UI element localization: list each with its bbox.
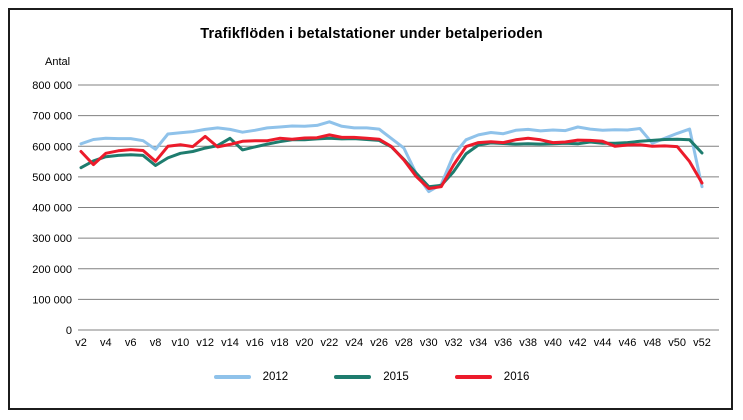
legend-item-2015: 2015 <box>334 371 409 383</box>
legend: 2012 2015 2016 <box>0 371 743 383</box>
x-tick-label: v2 <box>75 337 87 349</box>
series-line-2012 <box>79 120 704 194</box>
x-tick-label: v6 <box>125 337 137 349</box>
y-tick-label: 0 <box>66 325 72 337</box>
y-tick-label: 400 000 <box>32 203 72 215</box>
legend-swatch-2015 <box>334 375 372 379</box>
x-tick-label: v30 <box>420 337 438 349</box>
y-tick-label: 100 000 <box>32 294 72 306</box>
x-tick-label: v52 <box>693 337 711 349</box>
x-tick-label: v18 <box>271 337 289 349</box>
x-tick-label: v48 <box>643 337 661 349</box>
legend-swatch-2016 <box>454 375 492 379</box>
legend-label-2016: 2016 <box>503 371 530 383</box>
x-tick-label: v4 <box>100 337 112 349</box>
x-tick-label: v42 <box>569 337 587 349</box>
x-tick-label: v46 <box>619 337 637 349</box>
chart-title: Trafikflöden i betalstationer under beta… <box>200 26 543 42</box>
y-tick-label: 600 000 <box>32 141 72 153</box>
x-tick-label: v20 <box>296 337 314 349</box>
series-line-2016 <box>79 133 704 190</box>
x-tick-label: v24 <box>345 337 363 349</box>
x-tick-label: v44 <box>594 337 612 349</box>
chart-frame <box>8 8 733 410</box>
legend-swatch-2012 <box>213 375 251 379</box>
legend-item-2012: 2012 <box>213 371 289 383</box>
x-tick-label: v50 <box>668 337 686 349</box>
y-tick-label: 200 000 <box>32 264 72 276</box>
y-tick-label: 700 000 <box>32 111 72 123</box>
legend-label-2015: 2015 <box>383 371 409 383</box>
x-tick-label: v14 <box>221 337 239 349</box>
x-tick-label: v28 <box>395 337 413 349</box>
x-tick-label: v8 <box>150 337 162 349</box>
x-tick-label: v22 <box>321 337 339 349</box>
y-tick-label: 300 000 <box>32 233 72 245</box>
legend-item-2016: 2016 <box>454 371 530 383</box>
x-tick-label: v10 <box>171 337 189 349</box>
x-tick-label: v36 <box>494 337 512 349</box>
x-tick-label: v12 <box>196 337 214 349</box>
x-tick-label: v34 <box>470 337 488 349</box>
x-tick-label: v40 <box>544 337 562 349</box>
y-tick-label: 800 000 <box>32 80 72 92</box>
x-tick-label: v16 <box>246 337 264 349</box>
x-tick-label: v26 <box>370 337 388 349</box>
y-axis-title: Antal <box>45 56 71 68</box>
legend-label-2012: 2012 <box>262 371 289 383</box>
y-tick-label: 500 000 <box>32 172 72 184</box>
x-tick-label: v38 <box>519 337 537 349</box>
x-tick-label: v32 <box>445 337 463 349</box>
